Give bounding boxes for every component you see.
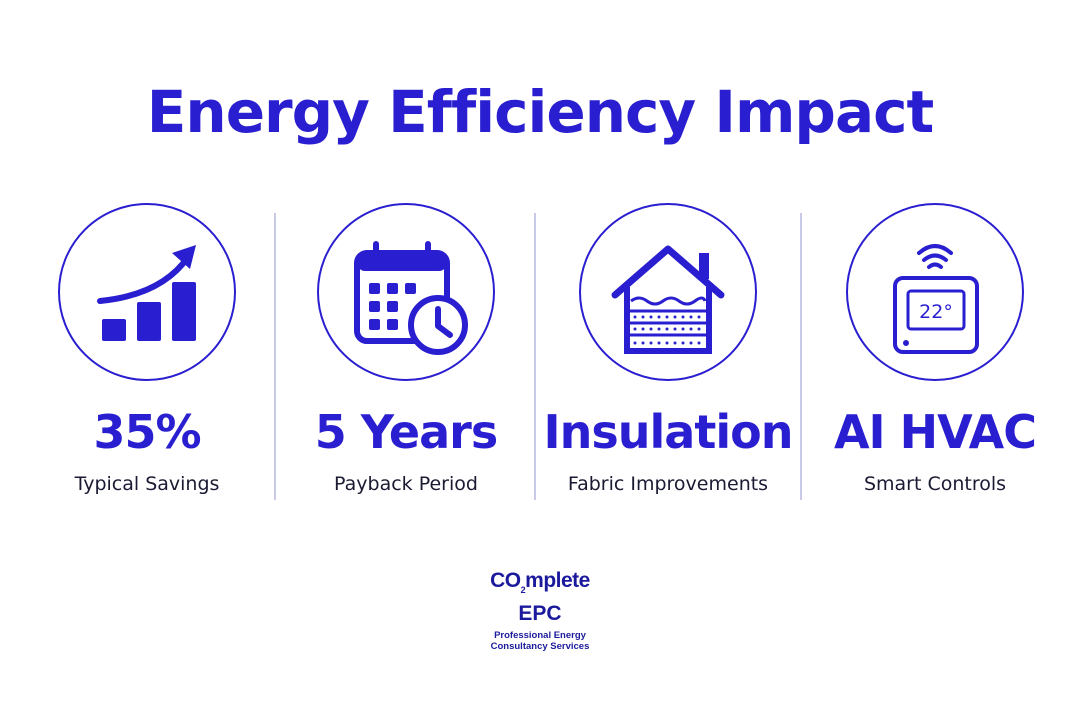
stat-value: Insulation bbox=[543, 405, 794, 459]
stat-label: Typical Savings bbox=[74, 473, 220, 495]
stat-value: AI HVAC bbox=[833, 405, 1037, 459]
logo-tagline: Consultancy Services bbox=[490, 641, 590, 652]
stat-value: 35% bbox=[93, 405, 201, 459]
stat-label: Payback Period bbox=[334, 473, 478, 495]
company-logo: CO2mplete EPC Professional Energy Consul… bbox=[440, 569, 640, 653]
column-divider bbox=[534, 213, 536, 500]
growth-chart-icon bbox=[97, 245, 196, 341]
logo-epc: EPC bbox=[518, 602, 562, 625]
stat-insulation: Insulation Fabric Improvements bbox=[538, 0, 798, 520]
column-divider bbox=[274, 213, 276, 500]
stat-label: Fabric Improvements bbox=[567, 473, 769, 495]
page-title: Energy Efficiency Impact bbox=[146, 78, 934, 146]
icon-circle: 22° bbox=[846, 203, 1024, 381]
icon-circle bbox=[579, 203, 757, 381]
logo-wordmark: CO2mplete bbox=[490, 569, 590, 596]
column-divider bbox=[800, 213, 802, 500]
logo-tagline: Professional Energy bbox=[494, 630, 586, 641]
stat-ai-hvac: 22° AI HVAC Smart Controls bbox=[805, 0, 1065, 520]
thermostat-icon: 22° bbox=[893, 244, 979, 354]
stat-typical-savings: 35% Typical Savings bbox=[17, 0, 277, 520]
stat-payback-period: 5 Years Payback Period bbox=[276, 0, 536, 520]
stat-value: 5 Years bbox=[314, 405, 498, 459]
calendar-clock-icon bbox=[354, 241, 468, 355]
house-insulation-icon bbox=[611, 245, 725, 354]
stat-label: Smart Controls bbox=[863, 473, 1007, 495]
thermostat-display: 22° bbox=[919, 301, 953, 323]
icon-circle bbox=[58, 203, 236, 381]
icon-circle bbox=[317, 203, 495, 381]
